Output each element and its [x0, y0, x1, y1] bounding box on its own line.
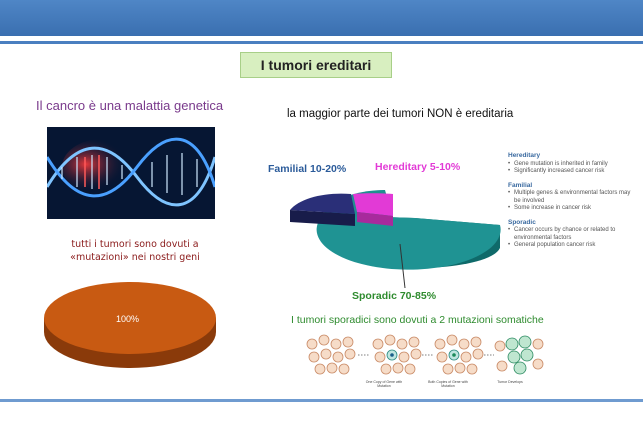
- total-pie-label: 100%: [116, 314, 140, 324]
- legend-item: Significantly increased cancer risk: [508, 168, 638, 176]
- right-heading: la maggior parte dei tumori NON è eredit…: [287, 108, 514, 120]
- genetic-caption: tutti i tumori sono dovuti a «mutazioni»…: [40, 238, 230, 264]
- slide-title: I tumori ereditari: [240, 52, 392, 78]
- legend-heading: Sporadic: [508, 218, 536, 226]
- dna-image: [47, 127, 215, 219]
- tumor-types-pie-chart: [285, 150, 510, 285]
- hereditary-label: Hereditary 5-10%: [375, 161, 461, 173]
- legend-heading: Hereditary: [508, 152, 541, 159]
- familial-label: Familial 10-20%: [268, 163, 347, 175]
- cell-label: One Copy of Gene with Mutation: [365, 380, 403, 388]
- legend-item: Gene mutation is inherited in family: [508, 161, 638, 169]
- caption-line-2: «mutazioni» nei nostri geni: [70, 252, 200, 263]
- legend-sporadic: Sporadic Cancer occurs by chance or rela…: [508, 219, 638, 250]
- mutation-cells-diagram: One Copy of Gene with Mutation Both Copi…: [300, 330, 545, 394]
- risk-legend: Hereditary Gene mutation is inherited in…: [508, 152, 638, 256]
- header-divider: [0, 41, 643, 44]
- legend-hereditary: Hereditary Gene mutation is inherited in…: [508, 152, 638, 176]
- legend-item: Cancer occurs by chance or related to en…: [508, 227, 638, 242]
- sporadic-label: Sporadic 70-85%: [352, 290, 437, 302]
- total-pie-chart: 100%: [40, 278, 220, 370]
- left-heading: Il cancro è una malattia genetica: [36, 98, 224, 113]
- cell-label: Both Copies of Gene with Mutation: [428, 380, 468, 388]
- cell-label: Tumor Develops: [497, 380, 523, 384]
- header-bar: [0, 0, 643, 36]
- footer-divider: [0, 399, 643, 402]
- legend-heading: Familial: [508, 181, 533, 189]
- caption-line-1: tutti i tumori sono dovuti a: [71, 239, 199, 250]
- legend-item: Multiple genes & environmental factors m…: [508, 190, 638, 205]
- legend-item: General population cancer risk: [508, 242, 638, 250]
- legend-item: Some increase in cancer risk: [508, 205, 638, 213]
- sporadic-pointer: [399, 244, 406, 289]
- legend-familial: Familial Multiple genes & environmental …: [508, 182, 638, 213]
- sporadic-note: I tumori sporadici sono dovuti a 2 mutaz…: [291, 314, 544, 326]
